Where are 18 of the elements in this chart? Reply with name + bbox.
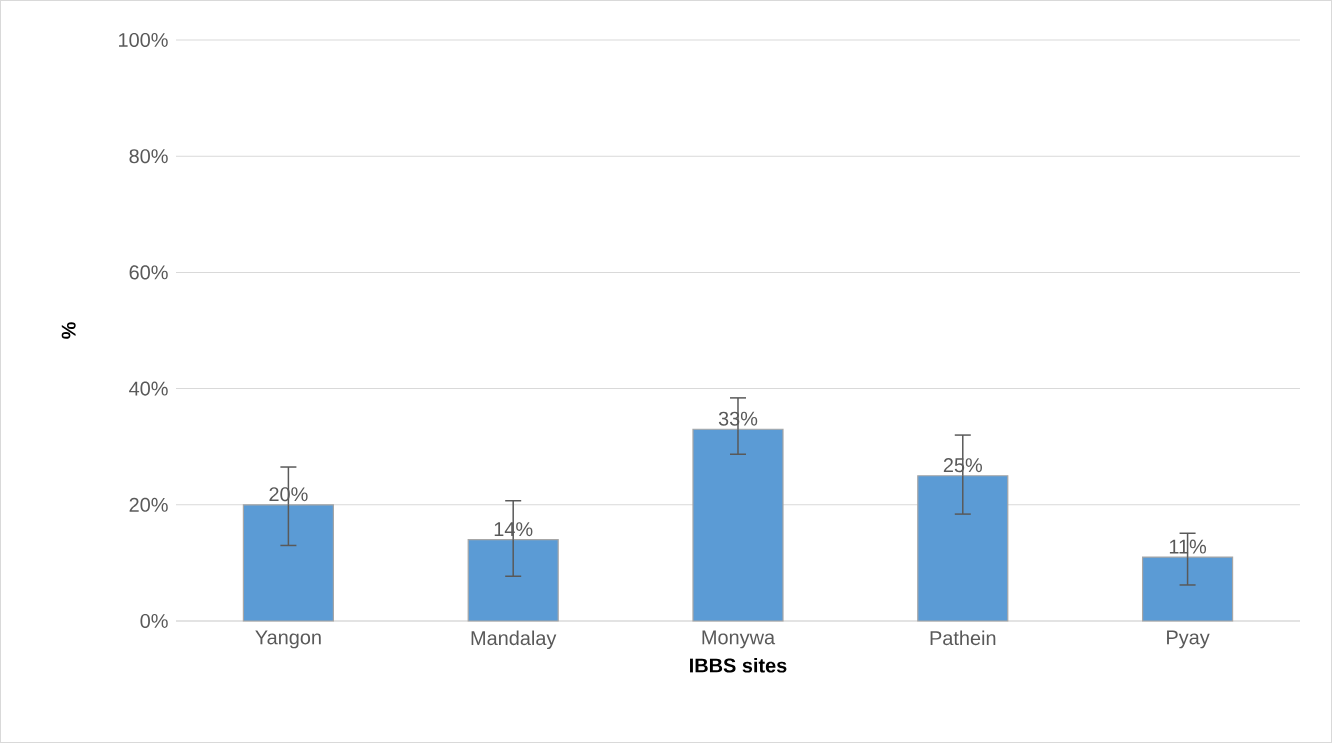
- y-axis-title: %: [61, 322, 76, 339]
- y-tick-label: 20%: [129, 497, 168, 512]
- x-tick-label: Mandalay: [471, 630, 557, 650]
- y-tick-label: 60%: [129, 265, 168, 280]
- x-tick-label: Pyay: [1167, 630, 1210, 649]
- x-axis-title: IBBS sites: [690, 657, 787, 673]
- y-tick-label: 40%: [129, 381, 168, 396]
- bar: [467, 539, 559, 622]
- bar: [1141, 556, 1234, 622]
- bar: [917, 475, 1009, 622]
- y-tick-label: 100%: [119, 32, 168, 48]
- bar: [692, 428, 784, 622]
- bar: [242, 504, 334, 622]
- x-tick-label: Pathein: [930, 630, 996, 646]
- x-tick-label: Yangon: [255, 630, 321, 649]
- x-tick-label: Monywa: [702, 630, 776, 649]
- y-tick-label: 0%: [140, 613, 168, 629]
- y-tick-label: 80%: [129, 149, 168, 164]
